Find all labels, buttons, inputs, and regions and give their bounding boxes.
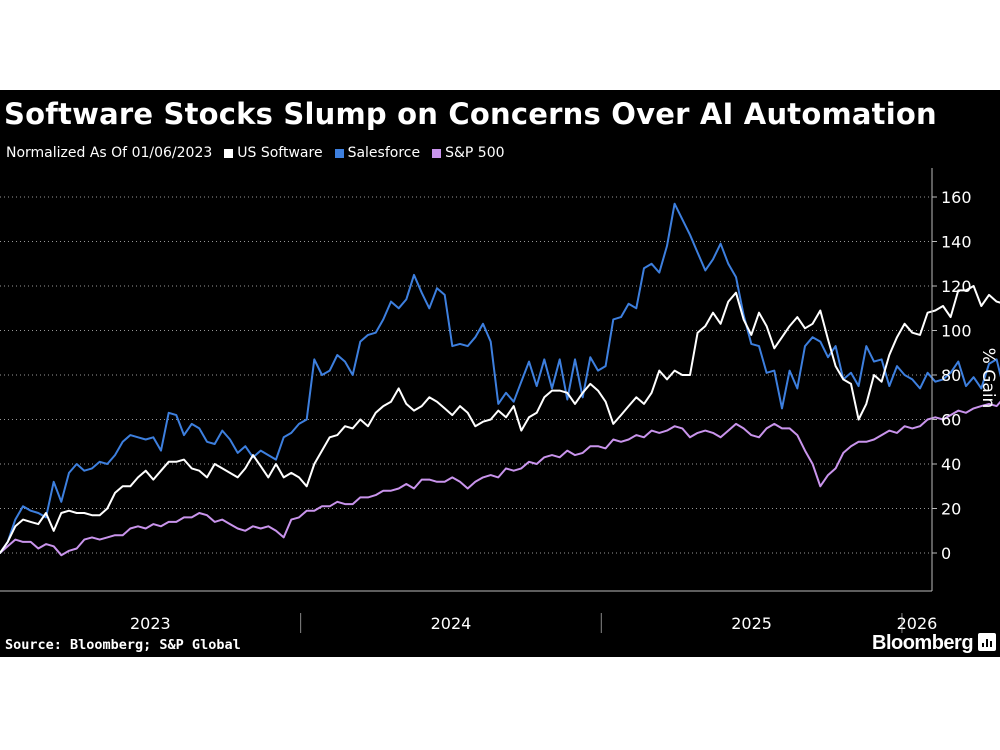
brand-logo: Bloomberg xyxy=(872,632,974,654)
x-tick-label: 2025 xyxy=(731,614,772,633)
x-tick-label: 2026 xyxy=(897,614,938,633)
legend-swatch-salesforce xyxy=(334,148,344,158)
legend-item-us-software: US Software xyxy=(224,145,323,161)
legend: Normalized As Of 01/06/2023 US Software … xyxy=(6,144,517,162)
legend-swatch-sp500 xyxy=(432,148,442,158)
y-tick-label: 120 xyxy=(941,277,972,296)
y-tick-label: 100 xyxy=(941,322,972,341)
legend-item-sp500: S&P 500 xyxy=(432,145,505,161)
y-tick-label: 60 xyxy=(941,411,961,430)
legend-label-sp500: S&P 500 xyxy=(445,145,505,161)
bar-chart-icon xyxy=(978,633,996,651)
x-tick-label: 2024 xyxy=(431,614,472,633)
chart-panel xyxy=(0,90,1000,657)
y-axis-label: % Gain xyxy=(978,348,998,409)
y-tick-label: 140 xyxy=(941,233,972,252)
series-line-sp500 xyxy=(0,400,1000,557)
y-tick-label: 160 xyxy=(941,188,972,207)
source-note: Source: Bloomberg; S&P Global xyxy=(5,637,241,653)
series-line-salesforce xyxy=(0,202,1000,554)
series-line-us-software xyxy=(0,285,1000,554)
chart-subtitle: Normalized As Of 01/06/2023 xyxy=(6,145,213,161)
y-tick-label: 0 xyxy=(941,544,951,563)
grid-layer xyxy=(0,196,932,554)
x-tick-label: 2023 xyxy=(130,614,171,633)
y-tick-label: 80 xyxy=(941,366,961,385)
legend-item-salesforce: Salesforce xyxy=(334,145,421,161)
legend-label-us-software: US Software xyxy=(237,145,323,161)
chart-title: Software Stocks Slump on Concerns Over A… xyxy=(4,97,937,131)
y-tick-label: 40 xyxy=(941,455,961,474)
legend-label-salesforce: Salesforce xyxy=(347,145,421,161)
series-layer xyxy=(0,202,1000,557)
y-tick-label: 20 xyxy=(941,500,961,519)
axes-layer: 0 20 40 60 80 100 120 140 160 % Gain 2023 2024 2025 2… xyxy=(0,168,998,633)
legend-swatch-us-software xyxy=(224,148,234,158)
